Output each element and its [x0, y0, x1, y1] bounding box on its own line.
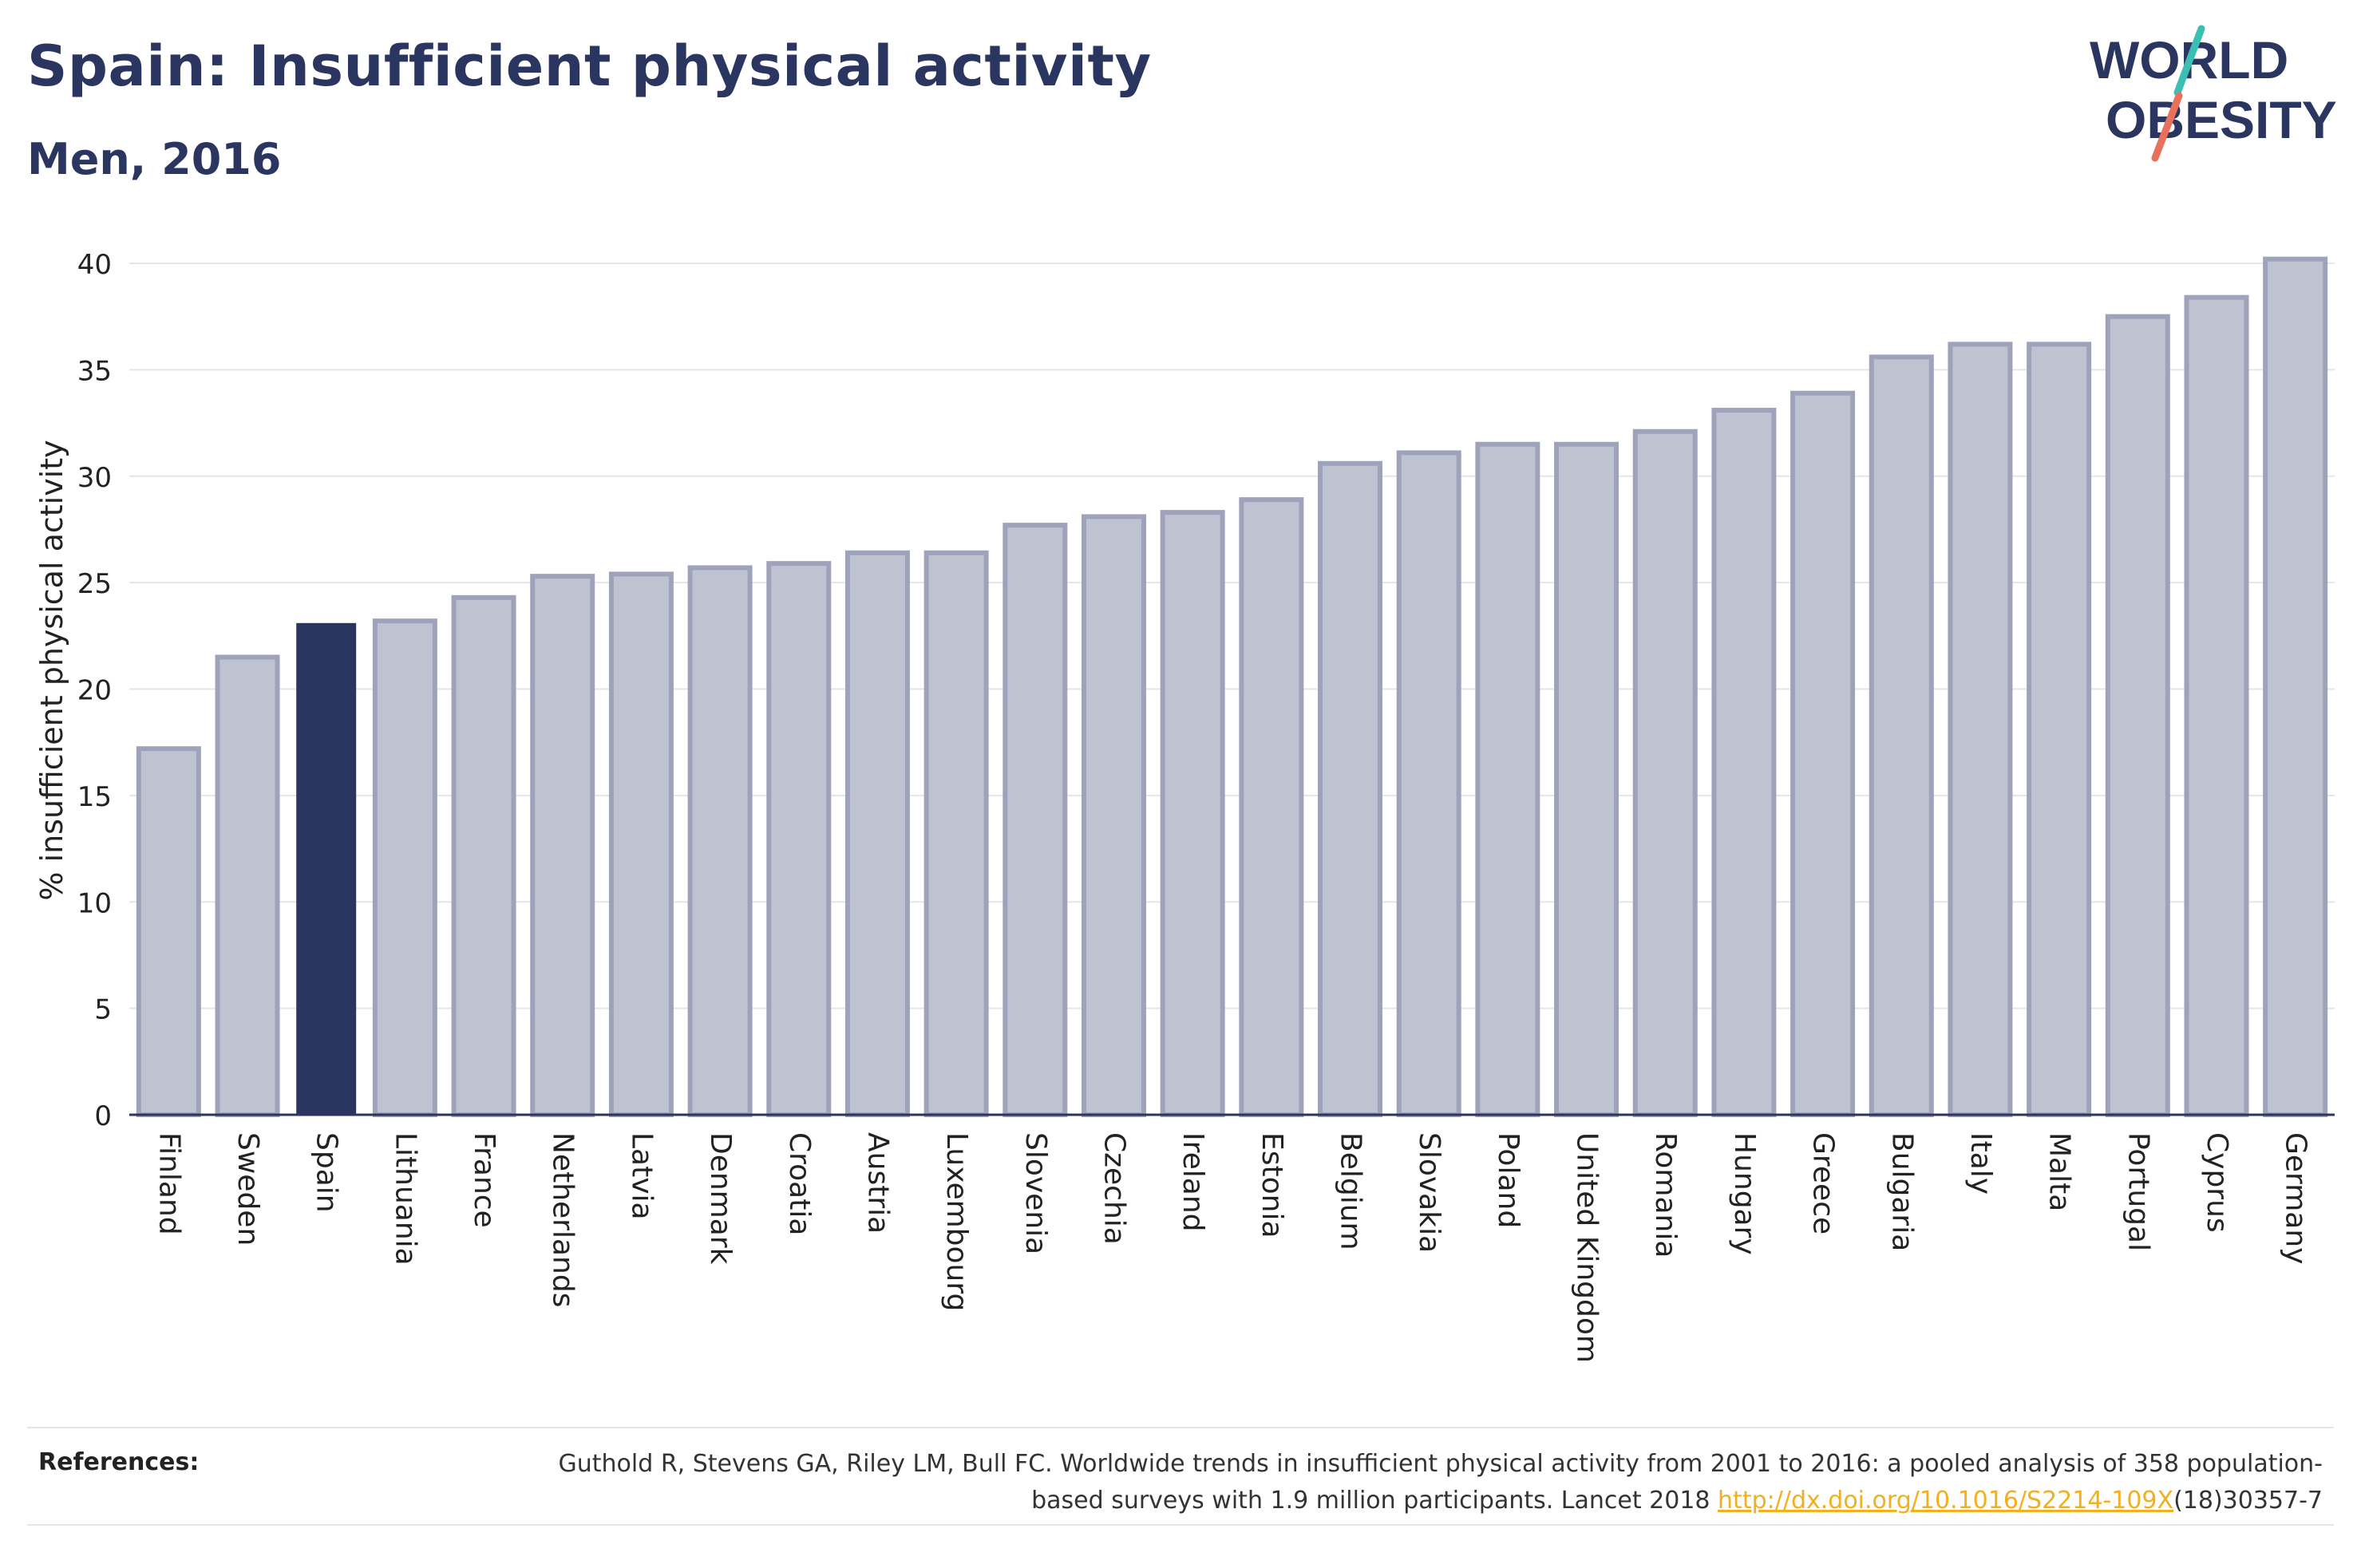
bar-romania	[1632, 429, 1698, 1117]
y-tick-label: 0	[94, 1100, 112, 1132]
x-tick-label: Finland	[152, 1132, 185, 1235]
x-tick-label: France	[468, 1132, 500, 1228]
x-tick-label: Romania	[1649, 1132, 1682, 1258]
references-bottom-divider	[27, 1524, 2334, 1526]
bar-spain	[296, 622, 357, 1115]
x-tick-label: Bulgaria	[1885, 1132, 1918, 1251]
x-tick-label: Slovenia	[1019, 1132, 1052, 1254]
logo-slash-coral	[2151, 92, 2183, 162]
x-tick-label: Spain	[310, 1132, 343, 1213]
x-tick-label: Italy	[1964, 1132, 1997, 1195]
bar-sweden	[215, 654, 280, 1117]
y-axis-label: % insufficient physical activity	[34, 440, 69, 900]
logo-line2: OBESITY	[2106, 90, 2337, 149]
x-tick-label: United Kingdom	[1571, 1132, 1604, 1363]
bar-luxembourg	[923, 550, 989, 1117]
bar-slovakia	[1396, 450, 1461, 1117]
x-tick-label: Latvia	[625, 1132, 658, 1220]
logo-slash-teal	[2173, 25, 2205, 97]
y-tick-label: 15	[77, 781, 112, 813]
references-label: References:	[38, 1448, 200, 1476]
x-tick-label: Croatia	[783, 1132, 816, 1235]
x-tick-label: Estonia	[1256, 1132, 1288, 1238]
bar-ireland	[1160, 510, 1225, 1117]
bar-hungary	[1711, 408, 1777, 1117]
x-tick-label: Austria	[861, 1132, 894, 1234]
bar-croatia	[766, 561, 832, 1117]
bar-estonia	[1239, 497, 1304, 1117]
bar-czechia	[1081, 514, 1146, 1117]
world-obesity-logo: WORLD OBESITY	[2090, 25, 2337, 162]
axes: 0 5 10 15 20 25 30 35 40 Finland Sweden Spain Lithua…	[77, 249, 2335, 1363]
bar-chart: 0 5 10 15 20 25 30 35 40 Finland Sweden Spain Lithua…	[34, 249, 2335, 1363]
bar-malta	[2027, 342, 2092, 1117]
bar-bulgaria	[1869, 354, 1934, 1117]
y-tick-label: 20	[77, 675, 112, 707]
x-tick-label: Czechia	[1097, 1132, 1130, 1245]
bar-austria	[844, 550, 910, 1117]
reference-citation: Guthold R, Stevens GA, Riley LM, Bull FC…	[558, 1450, 2323, 1515]
reference-citation-suffix: (18)30357-7	[2173, 1487, 2323, 1515]
bar-lithuania	[372, 618, 437, 1117]
y-tick-label: 25	[77, 568, 112, 600]
x-tick-label: Germany	[2280, 1132, 2312, 1264]
bar-italy	[1948, 342, 2013, 1117]
bar-finland	[136, 746, 201, 1117]
x-tick-label: Denmark	[704, 1132, 737, 1265]
x-tick-label: Luxembourg	[940, 1132, 973, 1311]
bar-france	[451, 594, 516, 1117]
bars	[136, 256, 2328, 1117]
bar-germany	[2263, 256, 2328, 1117]
x-tick-label: Cyprus	[2201, 1132, 2233, 1233]
x-tick-label: Malta	[2043, 1132, 2076, 1211]
x-tick-label: Poland	[1492, 1132, 1525, 1228]
y-tick-label: 30	[77, 462, 112, 494]
bar-poland	[1475, 441, 1540, 1117]
x-tick-label: Slovakia	[1413, 1132, 1445, 1253]
references-text: Guthold R, Stevens GA, Riley LM, Bull FC…	[487, 1446, 2323, 1519]
references-top-divider	[27, 1427, 2334, 1428]
bar-denmark	[687, 565, 753, 1117]
y-tick-label: 40	[77, 249, 112, 281]
bar-greece	[1790, 390, 1856, 1117]
bar-united-kingdom	[1554, 441, 1619, 1117]
x-tick-label: Netherlands	[547, 1132, 579, 1307]
y-tick-label: 10	[77, 887, 112, 919]
y-tick-label: 5	[94, 994, 112, 1026]
x-tick-label: Hungary	[1728, 1132, 1761, 1255]
bar-cyprus	[2184, 294, 2249, 1117]
chart-subtitle: Men, 2016	[27, 134, 282, 184]
bar-portugal	[2105, 314, 2170, 1117]
x-tick-label: Portugal	[2122, 1132, 2154, 1251]
x-tick-label: Sweden	[231, 1132, 264, 1246]
y-tick-label: 35	[77, 355, 112, 387]
reference-doi-link[interactable]: http://dx.doi.org/10.1016/S2214-109X	[1718, 1487, 2174, 1515]
bar-latvia	[608, 571, 674, 1117]
chart-title: Spain: Insufficient physical activity	[27, 34, 1152, 99]
x-tick-label: Greece	[1807, 1132, 1840, 1234]
x-tick-label: Lithuania	[389, 1132, 421, 1266]
x-tick-label: Belgium	[1335, 1132, 1367, 1250]
bar-belgium	[1318, 460, 1383, 1117]
x-tick-label: Ireland	[1177, 1132, 1209, 1232]
bar-slovenia	[1003, 523, 1068, 1117]
bar-netherlands	[530, 574, 595, 1117]
